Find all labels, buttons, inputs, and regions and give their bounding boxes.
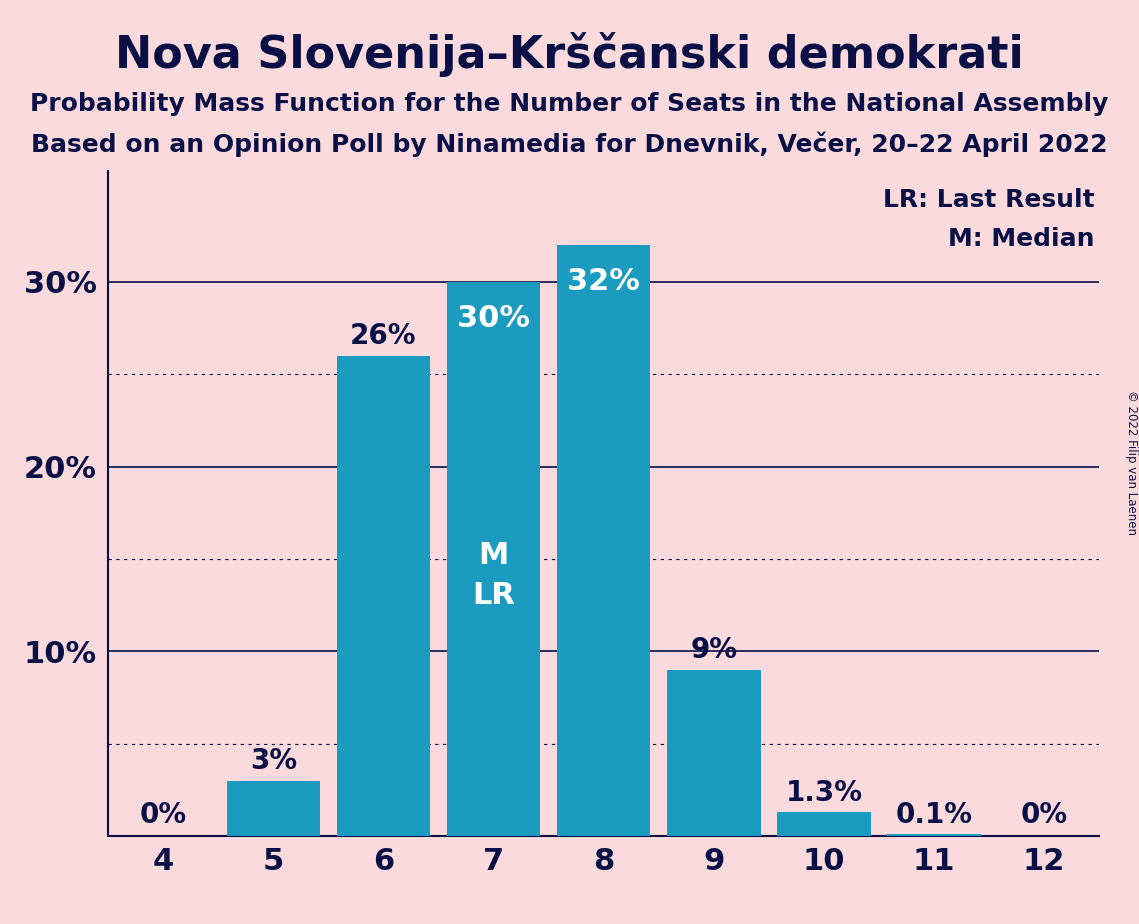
Text: 32%: 32%: [567, 267, 640, 296]
Text: 30%: 30%: [457, 304, 530, 333]
Text: 1.3%: 1.3%: [786, 779, 862, 807]
Text: M
LR: M LR: [473, 541, 515, 611]
Bar: [887, 834, 981, 836]
Bar: [557, 245, 650, 836]
Bar: [337, 356, 431, 836]
Bar: [777, 812, 870, 836]
Bar: [446, 282, 540, 836]
Text: 9%: 9%: [690, 637, 737, 664]
Bar: [227, 781, 320, 836]
Text: 3%: 3%: [249, 748, 297, 775]
Text: 0.1%: 0.1%: [895, 801, 973, 829]
Text: M: Median: M: Median: [948, 227, 1095, 251]
Text: Based on an Opinion Poll by Ninamedia for Dnevnik, Večer, 20–22 April 2022: Based on an Opinion Poll by Ninamedia fo…: [31, 131, 1108, 157]
Bar: [667, 670, 761, 836]
Text: LR: Last Result: LR: Last Result: [883, 188, 1095, 212]
Text: 0%: 0%: [1021, 801, 1067, 829]
Text: Probability Mass Function for the Number of Seats in the National Assembly: Probability Mass Function for the Number…: [31, 92, 1108, 116]
Text: 26%: 26%: [350, 322, 417, 350]
Text: 0%: 0%: [140, 801, 187, 829]
Text: Nova Slovenija–Krščanski demokrati: Nova Slovenija–Krščanski demokrati: [115, 32, 1024, 78]
Text: © 2022 Filip van Laenen: © 2022 Filip van Laenen: [1124, 390, 1138, 534]
